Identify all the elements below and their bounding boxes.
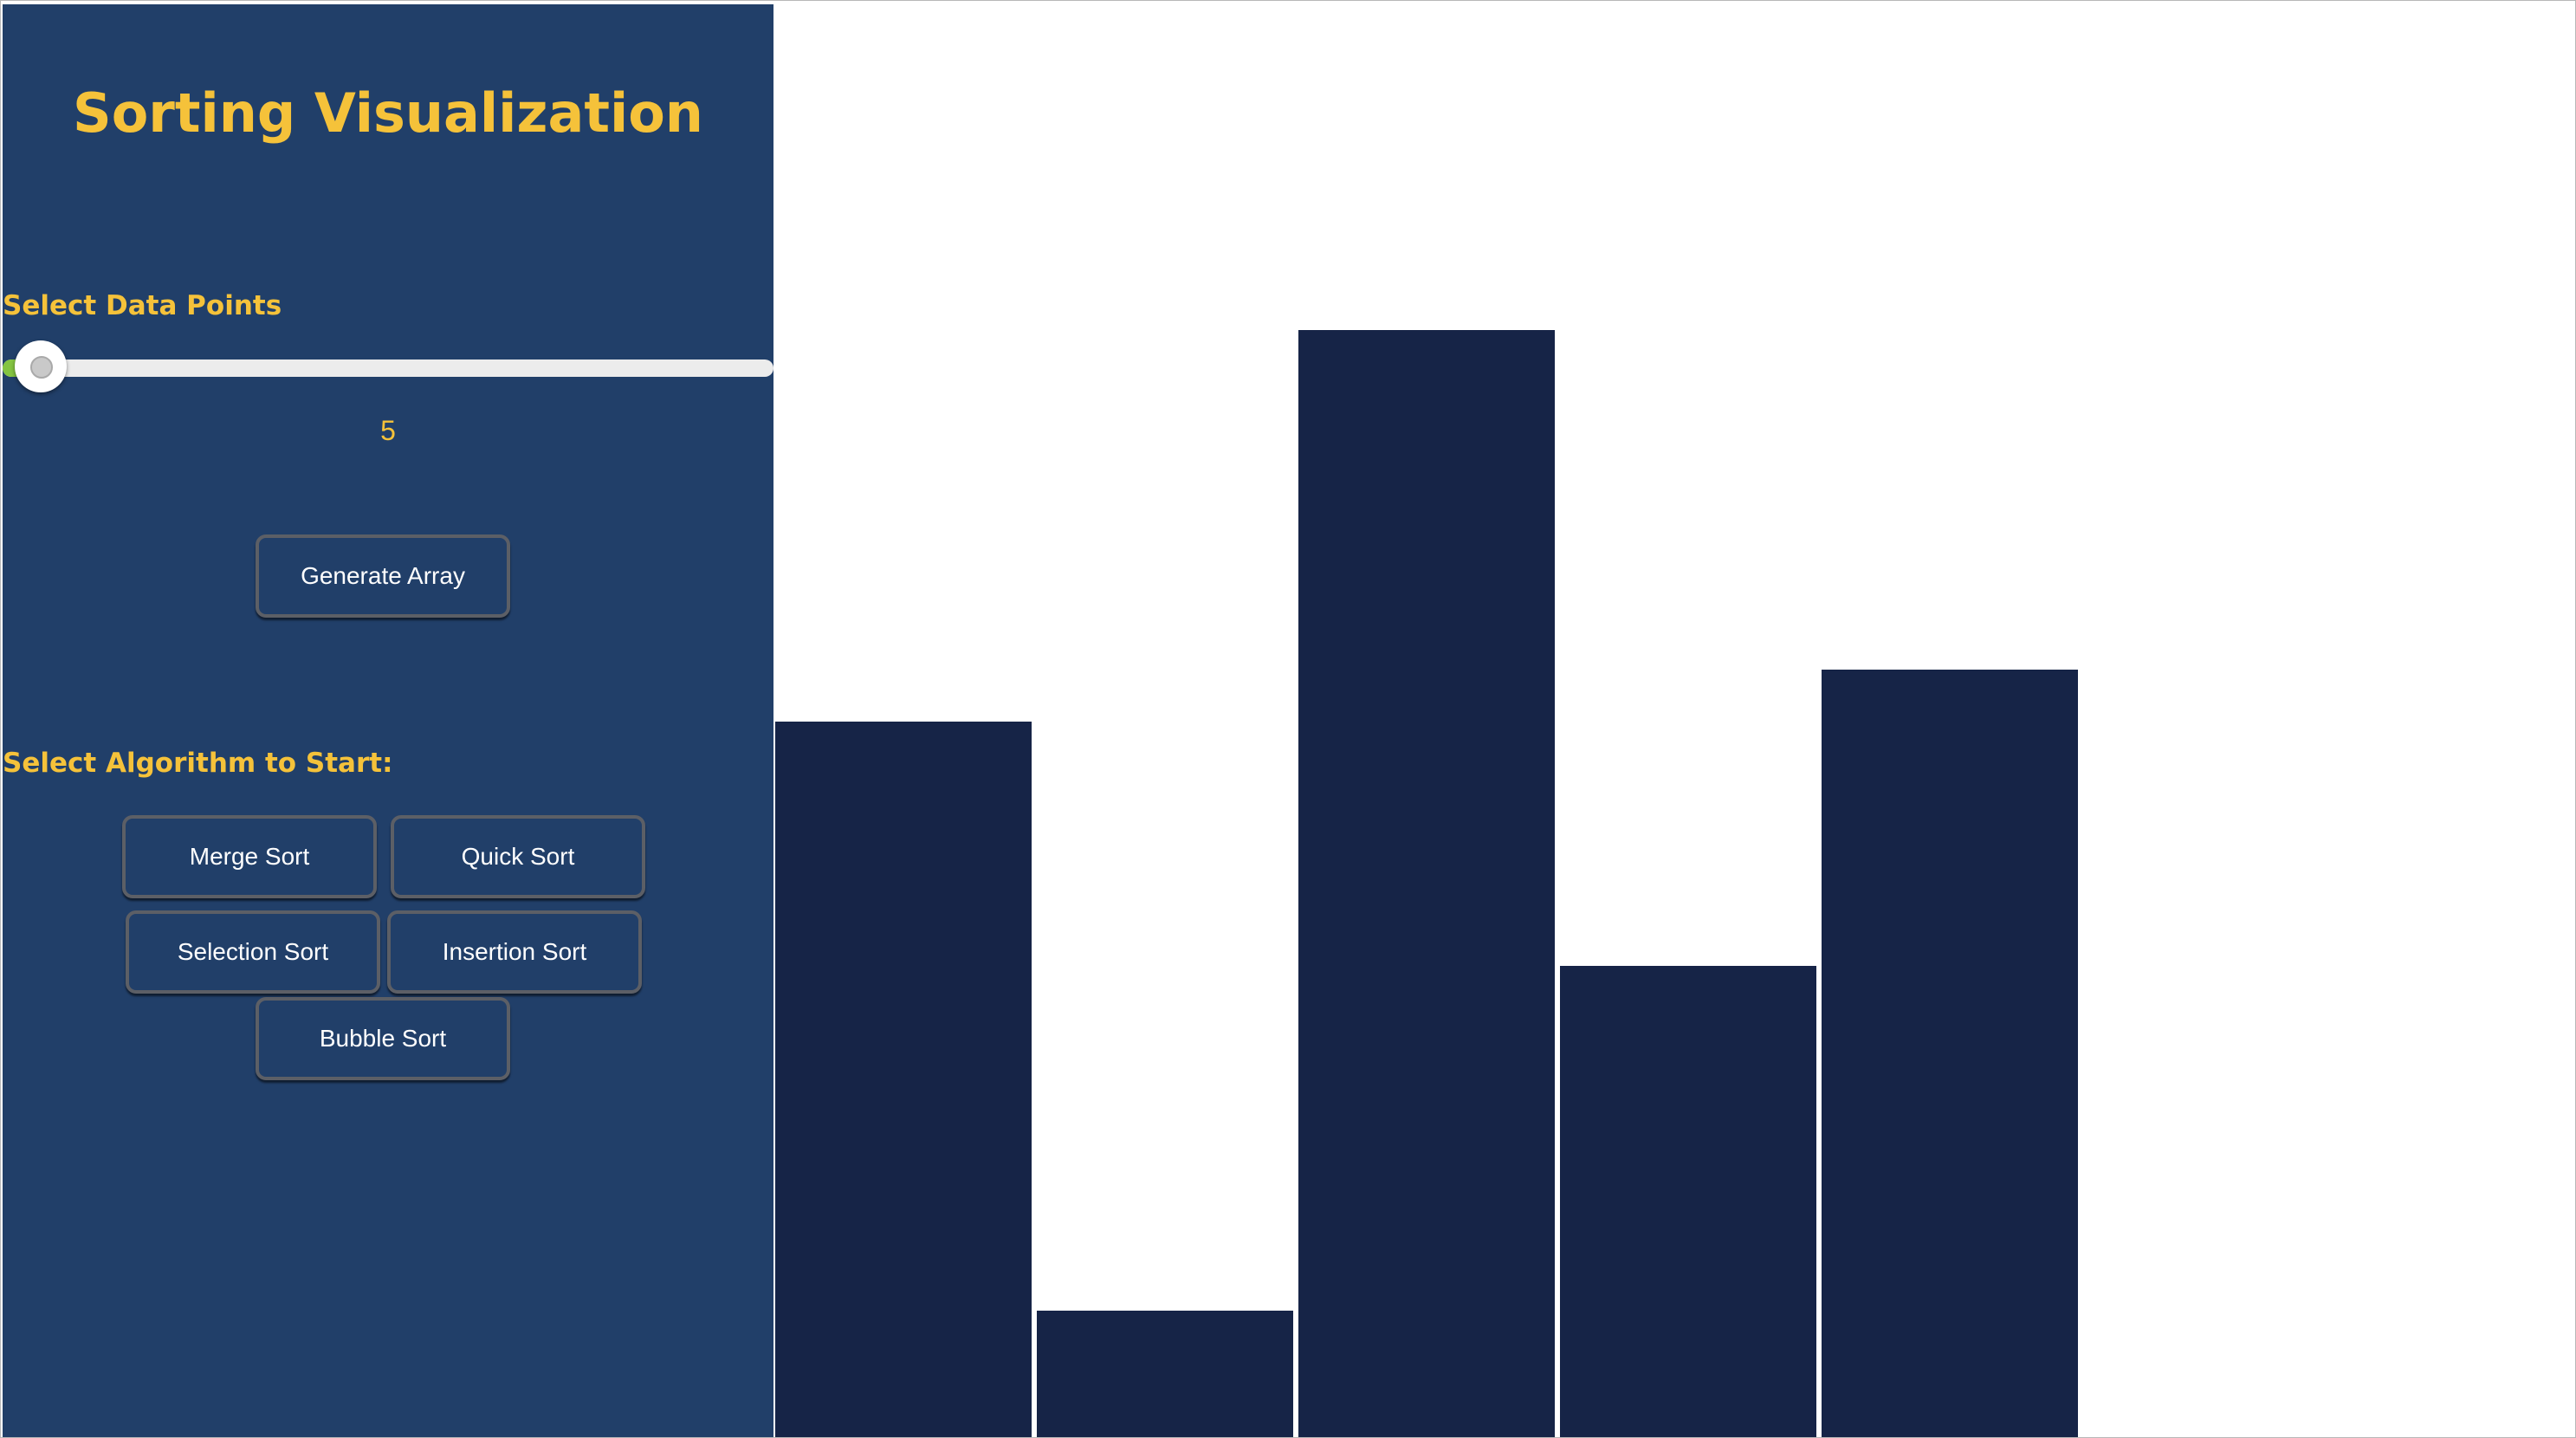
slider-thumb[interactable] [15, 340, 67, 392]
data-points-value: 5 [380, 415, 396, 446]
array-bar [775, 722, 1032, 1437]
merge-sort-button[interactable]: Merge Sort [122, 815, 377, 898]
bubble-sort-button[interactable]: Bubble Sort [256, 997, 510, 1080]
slider-track[interactable] [3, 360, 773, 377]
bars-canvas [775, 330, 2078, 1437]
array-bar-chart [775, 4, 2573, 1437]
insertion-sort-button[interactable]: Insertion Sort [387, 910, 642, 994]
array-bar [1037, 1311, 1293, 1437]
data-points-label: Select Data Points [3, 290, 282, 321]
selection-sort-button[interactable]: Selection Sort [126, 910, 380, 994]
generate-array-button[interactable]: Generate Array [256, 534, 510, 618]
data-points-slider[interactable] [3, 340, 773, 392]
page-title: Sorting Visualization [73, 81, 703, 145]
array-bar [1298, 330, 1555, 1437]
array-bar [1560, 966, 1816, 1437]
algorithm-label: Select Algorithm to Start: [3, 748, 393, 779]
quick-sort-button[interactable]: Quick Sort [391, 815, 645, 898]
array-bar [1822, 670, 2078, 1437]
control-panel: Sorting Visualization Select Data Points… [3, 4, 773, 1437]
